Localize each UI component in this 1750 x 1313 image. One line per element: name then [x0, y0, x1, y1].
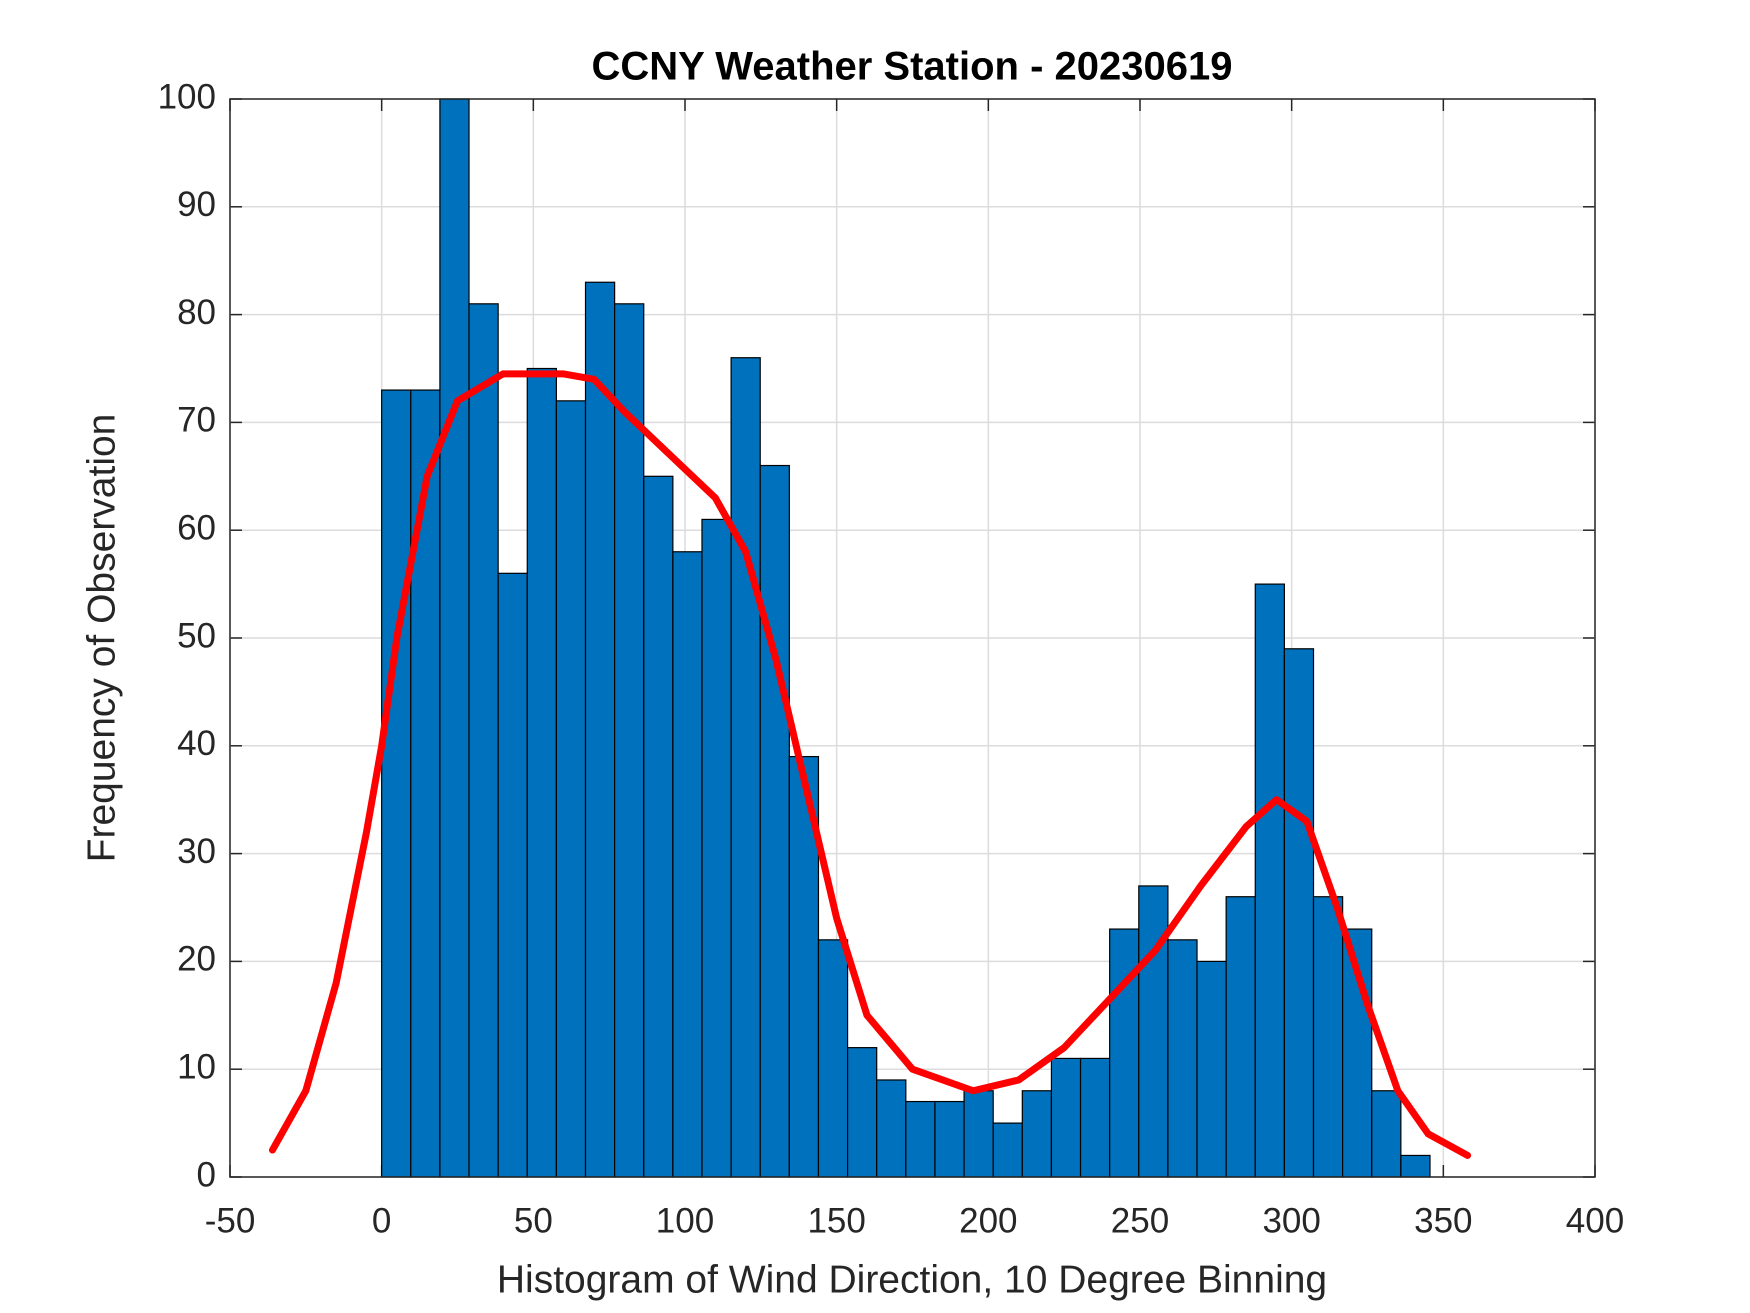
bar	[497, 572, 528, 1178]
bar	[1021, 1090, 1053, 1178]
bar	[1167, 939, 1198, 1178]
y-tick-label: 80	[177, 293, 216, 332]
bar	[817, 939, 849, 1178]
y-tick-label: 10	[177, 1047, 216, 1086]
bar	[1312, 896, 1344, 1178]
bar	[759, 464, 790, 1178]
bar	[1371, 1090, 1402, 1178]
x-tick-label: 200	[959, 1201, 1017, 1240]
bar	[992, 1122, 1023, 1178]
bar	[1138, 885, 1169, 1178]
bar	[905, 1100, 936, 1178]
chart-title: CCNY Weather Station - 20230619	[592, 45, 1233, 89]
bar	[526, 367, 557, 1178]
bar	[934, 1100, 965, 1178]
bar	[876, 1079, 907, 1178]
x-tick-label: 150	[807, 1201, 865, 1240]
x-tick-label: -50	[205, 1201, 256, 1240]
plot-frame	[229, 98, 1596, 1178]
bar	[1050, 1057, 1082, 1178]
bar	[701, 518, 732, 1178]
x-tick-label: 400	[1566, 1201, 1624, 1240]
bar	[555, 400, 587, 1178]
x-tick-label: 100	[656, 1201, 714, 1240]
y-tick-label: 50	[177, 616, 216, 655]
bar	[381, 389, 412, 1178]
y-tick-label: 90	[177, 185, 216, 224]
bar	[468, 303, 499, 1178]
y-tick-label: 60	[177, 508, 216, 547]
x-tick-label: 300	[1262, 1201, 1320, 1240]
x-tick-label: 350	[1414, 1201, 1472, 1240]
y-tick-label: 40	[177, 724, 216, 763]
x-axis-label: Histogram of Wind Direction, 10 Degree B…	[497, 1258, 1327, 1301]
x-tick-label: 250	[1111, 1201, 1169, 1240]
bar	[584, 281, 616, 1178]
bar	[1283, 648, 1315, 1178]
bar	[963, 1090, 994, 1178]
y-tick-label: 0	[197, 1155, 216, 1194]
bar	[643, 475, 674, 1178]
bar	[846, 1047, 878, 1178]
bar	[614, 303, 645, 1178]
bar	[410, 389, 441, 1178]
bar	[1400, 1154, 1431, 1178]
y-tick-label: 70	[177, 401, 216, 440]
y-tick-label: 100	[158, 77, 216, 116]
x-tick-label: 50	[514, 1201, 553, 1240]
bar	[1225, 896, 1256, 1178]
bar	[672, 551, 703, 1178]
y-axis-label: Frequency of Observation	[80, 414, 123, 863]
bar	[730, 357, 761, 1178]
bar	[1196, 960, 1227, 1178]
bar	[1109, 928, 1140, 1178]
x-tick-label: 0	[372, 1201, 391, 1240]
y-tick-label: 20	[177, 940, 216, 979]
bar	[1079, 1057, 1111, 1178]
density-curve	[268, 370, 1472, 1159]
bar	[1254, 583, 1285, 1178]
bar	[439, 98, 470, 1178]
y-tick-label: 30	[177, 832, 216, 871]
